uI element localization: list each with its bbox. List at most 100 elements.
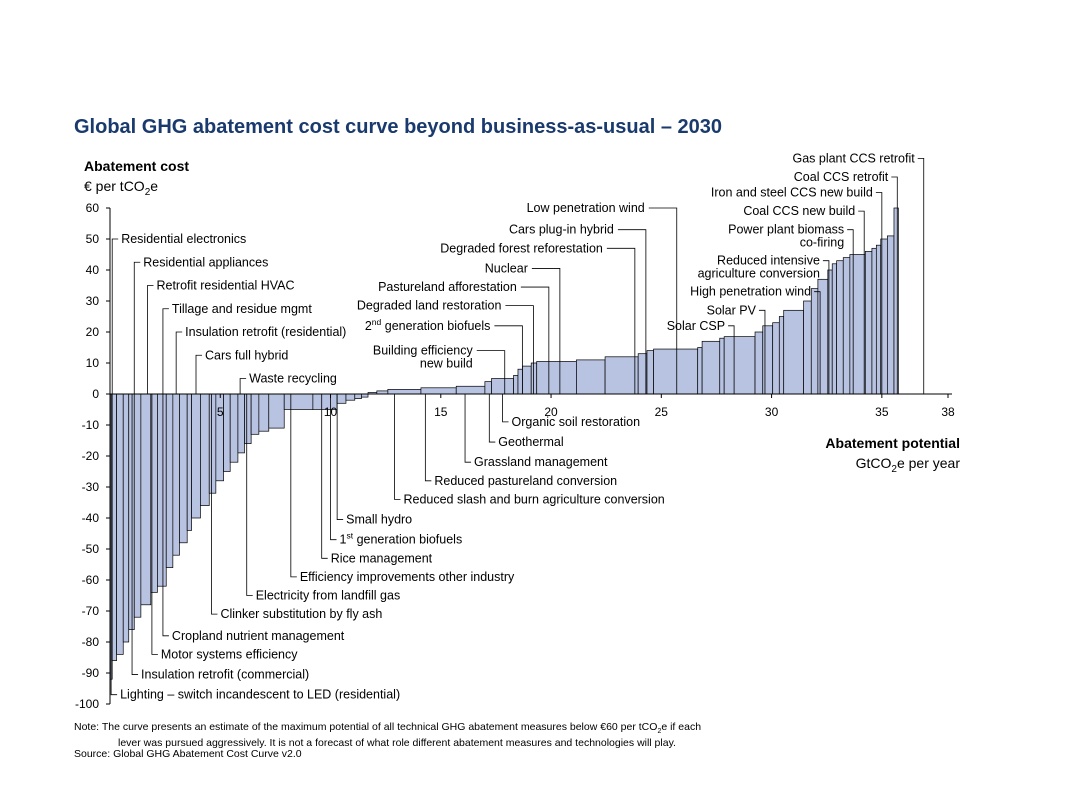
- bar-35: [484, 381, 492, 395]
- bar-6: [140, 393, 152, 606]
- label-right-2: Degraded forest reforestation: [440, 241, 603, 255]
- bar-55: [783, 309, 804, 395]
- bar-46: [653, 348, 699, 395]
- bar-42: [576, 359, 606, 395]
- leader-top-8: [728, 325, 735, 394]
- leader-left-4: [175, 331, 183, 394]
- label-below-6: 1st generation biofuels: [340, 531, 463, 547]
- leader-below-7: [321, 394, 328, 559]
- bar-22: [258, 393, 270, 432]
- bar-57: [810, 288, 819, 395]
- leader-left-3: [162, 308, 169, 394]
- bar-27: [345, 393, 356, 401]
- leader-left-5: [195, 354, 203, 394]
- label-right-4: Pastureland afforestation: [378, 280, 517, 294]
- bar-20: [244, 393, 252, 444]
- label-top-5: Reduced intensive: [717, 254, 820, 268]
- label-right-3: Nuclear: [485, 261, 528, 275]
- bar-69: [893, 207, 899, 395]
- y-tick-label--70: -70: [82, 604, 100, 618]
- bar-18: [229, 393, 239, 463]
- leader-right-0: [648, 207, 678, 394]
- label-below-14: Lighting – switch incandescent to LED (r…: [120, 688, 400, 702]
- label-below-11: Cropland nutrient management: [172, 629, 345, 643]
- y-tick-label-20: 20: [86, 325, 100, 339]
- label-below-7: Rice management: [331, 551, 433, 565]
- bar-41: [536, 361, 577, 395]
- label-top-7: Solar PV: [707, 303, 757, 317]
- bar-39: [522, 365, 532, 395]
- leader-below-11: [162, 394, 169, 637]
- y-tick-label--20: -20: [82, 449, 100, 463]
- bar-60: [831, 263, 837, 395]
- bar-68: [887, 235, 895, 395]
- label-left-1: Residential appliances: [143, 255, 268, 269]
- leader-right-5: [505, 305, 534, 394]
- x-axis-title: Abatement potential: [825, 435, 960, 451]
- y-tick-label--10: -10: [82, 418, 100, 432]
- bar-53: [772, 322, 780, 395]
- x-tick-label-25: 25: [655, 405, 669, 419]
- leader-left-6: [239, 378, 247, 394]
- y-tick-label--30: -30: [82, 480, 100, 494]
- leader-below-10: [211, 394, 218, 615]
- label-below-9: Electricity from landfill gas: [256, 589, 401, 603]
- y-axis-title: Abatement cost: [84, 158, 190, 174]
- leader-right-2: [606, 247, 636, 394]
- leader-right-7: [476, 350, 506, 394]
- bar-23: [268, 393, 285, 429]
- leader-below-0: [502, 394, 509, 423]
- x-tick-label-5: 5: [217, 405, 224, 419]
- bar-9: [165, 393, 174, 568]
- bar-61: [836, 260, 844, 395]
- label-left-5: Cars full hybrid: [205, 348, 288, 362]
- bar-59: [827, 269, 833, 395]
- label-below-3: Reduced pastureland conversion: [434, 474, 617, 488]
- bar-8: [157, 393, 167, 587]
- bar-48: [701, 340, 721, 395]
- bar-58: [817, 278, 829, 395]
- leader-right-6: [494, 325, 523, 394]
- label-left-0: Residential electronics: [121, 232, 246, 246]
- chart-title: Global GHG abatement cost curve beyond b…: [74, 116, 722, 138]
- bar-37: [513, 375, 519, 395]
- label-top-4: Power plant biomass: [728, 223, 844, 237]
- label-left-2: Retrofit residential HVAC: [156, 279, 294, 293]
- y-tick-label-0: 0: [92, 387, 99, 401]
- label-below-10: Clinker substitution by fly ash: [220, 607, 382, 621]
- label-below-5: Small hydro: [346, 513, 412, 527]
- bar-28: [354, 393, 362, 400]
- y-tick-label--60: -60: [82, 573, 100, 587]
- note-line-2: lever was pursued aggressively. It is no…: [118, 736, 676, 749]
- y-axis-label: Abatement cost € per tCO2e: [84, 156, 189, 203]
- leader-below-5: [336, 394, 344, 520]
- bar-51: [754, 331, 764, 395]
- leader-below-6: [330, 394, 337, 541]
- leader-below-3: [424, 394, 432, 482]
- y-tick-label--90: -90: [82, 666, 100, 680]
- leader-below-12: [151, 394, 158, 655]
- y-tick-label-10: 10: [86, 356, 100, 370]
- y-tick-label--100: -100: [75, 697, 99, 711]
- bar-10: [172, 393, 180, 556]
- bar-66: [875, 244, 882, 395]
- label-below-13: Insulation retrofit (commercial): [141, 668, 309, 682]
- label-top-4-line2: co-firing: [800, 236, 845, 250]
- leader-top-7: [758, 309, 766, 394]
- x-axis-label: Abatement potential GtCO2e per year: [825, 433, 960, 480]
- bar-15: [208, 393, 217, 494]
- leader-left-0: [111, 238, 119, 394]
- bar-36: [491, 378, 514, 395]
- leader-top-4: [847, 229, 854, 394]
- leader-right-1: [617, 229, 647, 394]
- label-top-5-line2: agriculture conversion: [698, 267, 820, 281]
- source-line: Source: Global GHG Abatement Cost Curve …: [74, 748, 302, 761]
- label-left-6: Waste recycling: [249, 372, 337, 386]
- x-axis-unit: GtCO2e per year: [855, 455, 960, 475]
- bar-62: [842, 257, 851, 395]
- leader-below-8: [290, 394, 297, 578]
- y-tick-label-40: 40: [86, 263, 100, 277]
- bar-34: [455, 385, 486, 395]
- bar-33: [420, 387, 457, 395]
- label-top-2: Iron and steel CCS new build: [711, 186, 873, 200]
